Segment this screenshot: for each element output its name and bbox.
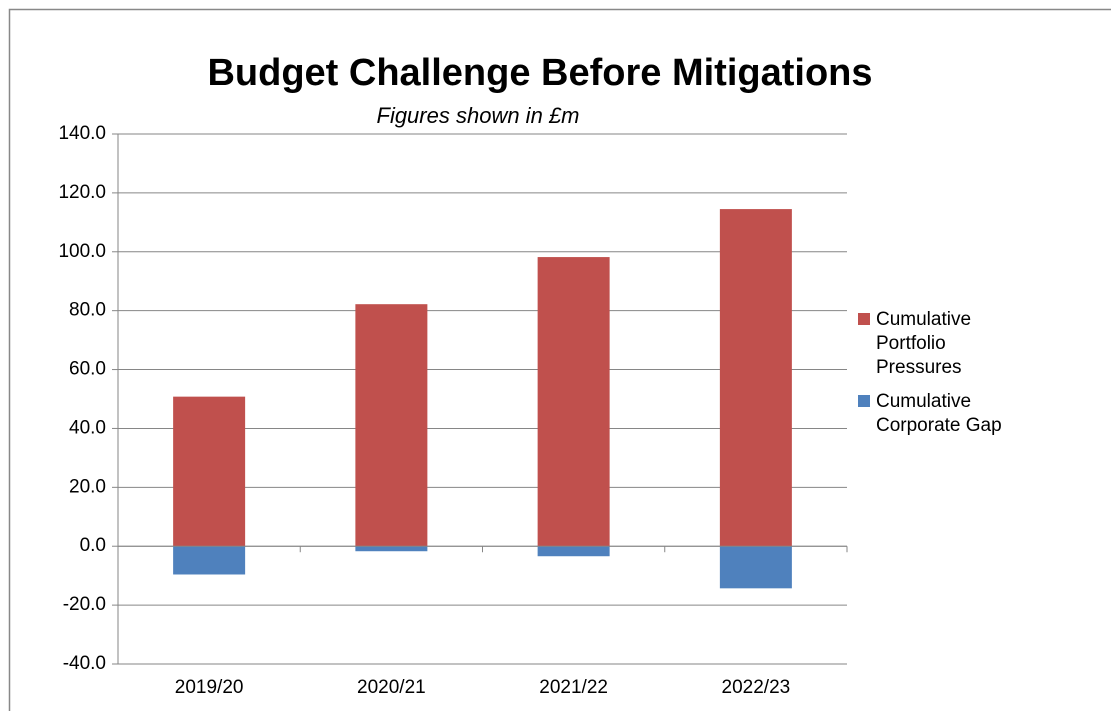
legend-item: Cumulative Corporate Gap xyxy=(858,390,1008,438)
y-tick-label: 0.0 xyxy=(80,535,106,556)
bar xyxy=(719,209,792,547)
y-tick-label: -40.0 xyxy=(63,653,106,674)
y-tick-label: 100.0 xyxy=(58,241,106,262)
y-tick-label: 40.0 xyxy=(69,417,106,438)
legend-swatch xyxy=(858,395,870,407)
y-tick-label: 80.0 xyxy=(69,300,106,321)
x-tick-label: 2021/22 xyxy=(539,677,608,698)
bar xyxy=(537,257,610,547)
legend-swatch xyxy=(858,313,870,325)
bar xyxy=(173,396,246,547)
bar xyxy=(355,304,428,547)
y-tick-label: -20.0 xyxy=(63,594,106,615)
chart-subtitle: Figures shown in £m xyxy=(377,103,580,128)
legend-label: Cumulative Corporate Gap xyxy=(876,391,1002,436)
bar xyxy=(719,546,792,589)
legend-label: Cumulative Portfolio Pressures xyxy=(876,309,972,378)
chart-title: Budget Challenge Before Mitigations xyxy=(207,52,872,94)
y-tick-label: 140.0 xyxy=(58,123,106,144)
x-tick-label: 2022/23 xyxy=(722,677,791,698)
legend-item: Cumulative Portfolio Pressures xyxy=(858,308,1008,380)
y-tick-label: 20.0 xyxy=(69,476,106,497)
x-tick-label: 2020/21 xyxy=(357,677,426,698)
y-tick-label: 60.0 xyxy=(69,359,106,380)
bar xyxy=(355,546,428,552)
bar xyxy=(537,546,610,557)
x-tick-label: 2019/20 xyxy=(175,677,244,698)
y-tick-label: 120.0 xyxy=(58,182,106,203)
bar xyxy=(173,546,246,575)
